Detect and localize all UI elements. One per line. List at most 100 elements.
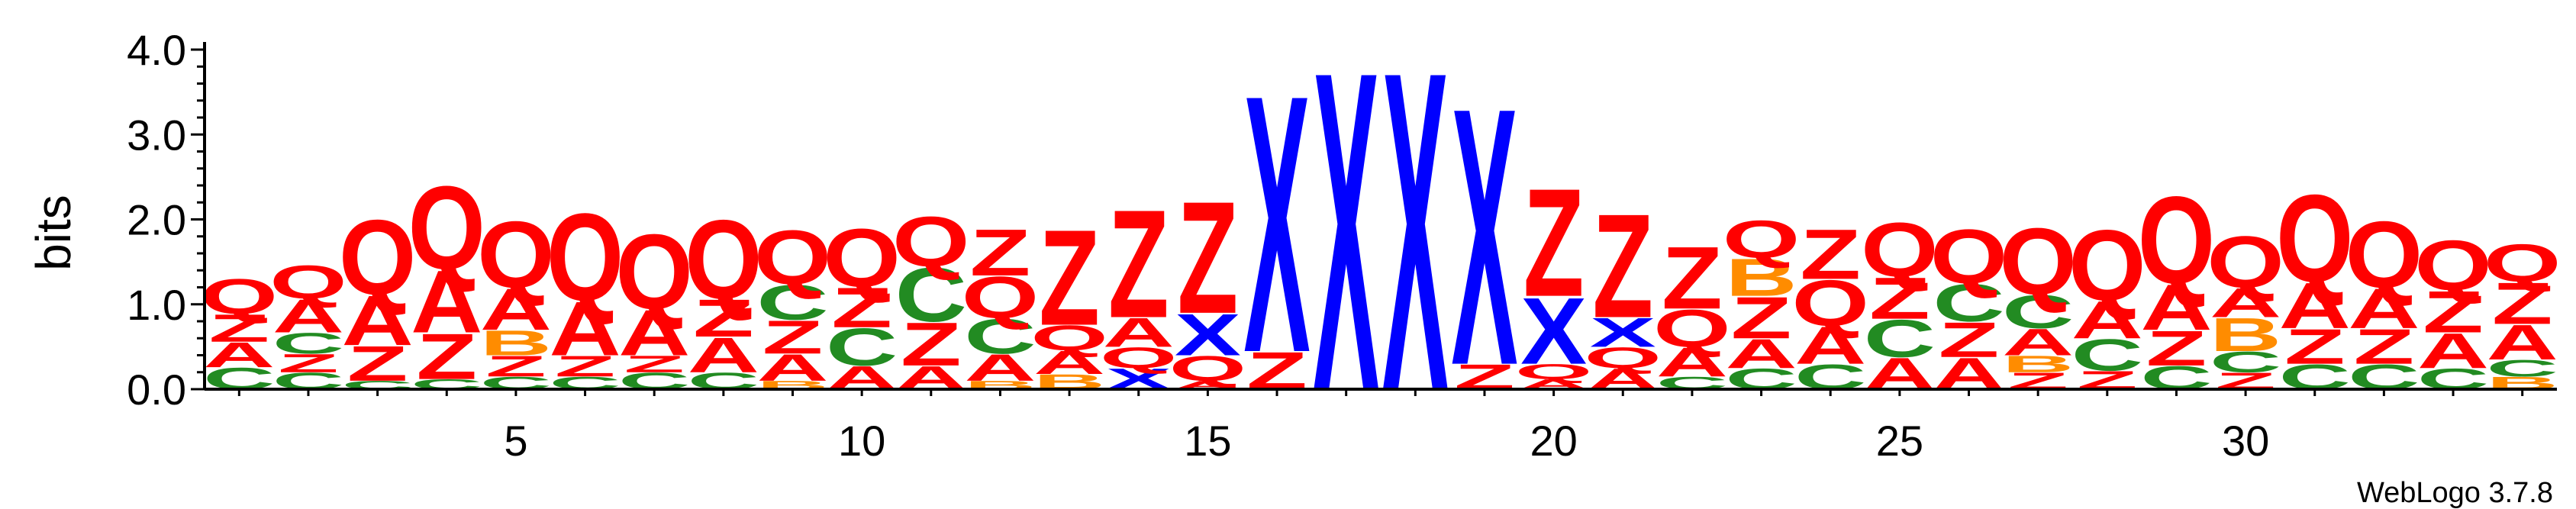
logo-letter-A-pos12: A — [964, 346, 1036, 388]
logo-letter-Z-pos25: Z — [1869, 265, 1930, 331]
logo-letter-X-pos16: X — [1244, 18, 1311, 429]
logo-letter-Z-pos5: Z — [485, 350, 546, 383]
logo-letter-Z-pos4: Z — [416, 321, 477, 393]
logo-letter-Z-pos2: Z — [278, 349, 339, 378]
logo-letter-Z-pos22: Z — [1662, 229, 1723, 328]
logo-letter-Z-pos21: Z — [1592, 184, 1653, 350]
logo-letter-A-pos22: A — [1656, 340, 1728, 385]
logo-letter-X-pos17: X — [1313, 0, 1380, 486]
logo-letter-A-pos32: A — [2348, 277, 2420, 341]
logo-letter-B-pos27: B — [2002, 351, 2074, 378]
logo-letter-Q-pos21: Q — [1585, 341, 1662, 374]
logo-letter-Q-pos34: Q — [2484, 234, 2561, 293]
x-tick-label: 25 — [1876, 417, 1923, 465]
logo-letter-Q-pos8: Q — [685, 196, 762, 322]
logo-letter-C-pos9: C — [756, 275, 828, 330]
logo-letter-Z-pos11: Z — [901, 310, 962, 379]
logo-letter-Q-pos28: Q — [2068, 208, 2146, 321]
logo-letter-Q-pos13: Q — [1030, 317, 1107, 357]
logo-letter-Q-pos32: Q — [2345, 202, 2423, 308]
logo-letter-Z-pos9: Z — [762, 311, 824, 364]
weblogo-credit: WebLogo 3.7.8 — [2357, 477, 2553, 509]
logo-letter-Z-pos7: Z — [624, 351, 685, 378]
logo-letter-A-pos31: A — [2279, 269, 2351, 342]
logo-letter-C-pos2: C — [272, 327, 344, 360]
logo-letter-Q-pos31: Q — [2276, 169, 2353, 308]
logo-letter-Q-pos26: Q — [1930, 213, 2007, 299]
logo-letter-Z-pos26: Z — [1939, 312, 2000, 368]
y-tick-label: 1.0 — [127, 281, 186, 329]
logo-letter-Z-pos6: Z — [555, 350, 616, 383]
logo-letter-A-pos30: A — [2210, 280, 2281, 326]
y-tick-label: 0.0 — [127, 366, 186, 414]
logo-letter-Q-pos29: Q — [2138, 171, 2215, 310]
logo-letter-Q-pos15: Q — [1169, 349, 1246, 388]
logo-letter-A-pos3: A — [342, 281, 414, 360]
logo-letter-A-pos14: A — [1103, 310, 1175, 356]
logo-letter-A-pos5: A — [480, 276, 552, 343]
logo-letter-X-pos19: X — [1451, 31, 1518, 442]
logo-letter-Z-pos24: Z — [1800, 215, 1861, 295]
logo-letter-C-pos11: C — [895, 251, 967, 337]
logo-letter-C-pos26: C — [1933, 273, 2004, 333]
logo-letter-Z-pos20: Z — [1523, 157, 1585, 330]
logo-letter-Q-pos25: Q — [1861, 206, 1938, 292]
logo-letter-C-pos27: C — [2002, 285, 2074, 338]
logo-letter-C-pos34: C — [2487, 355, 2558, 382]
logo-letter-Z-pos33: Z — [2423, 279, 2484, 345]
logo-letter-A-pos23: A — [1725, 331, 1797, 377]
logo-letter-Q-pos6: Q — [546, 188, 624, 327]
logo-letter-Q-pos3: Q — [339, 198, 416, 317]
logo-letter-Q-pos2: Q — [269, 255, 347, 308]
x-tick-label: 30 — [2222, 417, 2269, 465]
logo-letter-A-pos27: A — [2002, 321, 2074, 363]
logo-letter-Z-pos1: Z — [208, 307, 269, 350]
logo-letter-Z-pos23: Z — [1731, 285, 1792, 351]
logo-letter-Q-pos20: Q — [1515, 359, 1592, 383]
y-axis-label: bits — [26, 195, 81, 271]
logo-letter-X-pos18: X — [1382, 0, 1449, 486]
logo-letter-A-pos28: A — [2071, 290, 2143, 350]
logo-letter-Z-pos12: Z — [970, 216, 1031, 290]
logo-letter-B-pos30: B — [2210, 308, 2281, 361]
logo-letter-C-pos28: C — [2071, 330, 2143, 380]
logo-letter-Q-pos33: Q — [2414, 226, 2491, 305]
logo-letter-Z-pos34: Z — [2492, 270, 2553, 337]
y-tick-label: 3.0 — [127, 111, 186, 159]
logo-letter-X-pos20: X — [1520, 279, 1587, 385]
chart-axes: 0.0 1.0 2.0 3.0 4.0 5 10 15 20 25 30 — [127, 26, 2557, 465]
logo-letter-Q-pos5: Q — [477, 202, 554, 308]
logo-letter-A-pos9: A — [756, 346, 828, 388]
x-tick-label: 10 — [838, 417, 885, 465]
logo-letter-Q-pos4: Q — [408, 162, 485, 294]
logo-letter-Q-pos14: Q — [1100, 341, 1177, 374]
logo-letter-A-pos2: A — [272, 289, 344, 343]
logo-letter-Q-pos1: Q — [201, 269, 278, 324]
logo-letter-Q-pos12: Q — [962, 264, 1039, 330]
y-tick-label: 2.0 — [127, 196, 186, 244]
logo-letter-Z-pos32: Z — [2354, 319, 2415, 375]
logo-letter-Q-pos10: Q — [823, 212, 900, 304]
logo-letter-X-pos15: X — [1175, 301, 1241, 368]
logo-letter-Q-pos7: Q — [615, 212, 692, 331]
logo-letter-Q-pos24: Q — [1791, 267, 1868, 340]
logo-letter-A-pos4: A — [411, 253, 482, 352]
logo-letter-Q-pos9: Q — [754, 214, 831, 300]
x-tick-label: 5 — [504, 417, 527, 465]
logo-letter-X-pos21: X — [1590, 310, 1656, 356]
logo-letter-Q-pos23: Q — [1723, 210, 1800, 269]
logo-letter-Q-pos11: Q — [892, 202, 969, 282]
logo-letter-Z-pos15: Z — [1178, 169, 1239, 347]
logo-letter-Z-pos3: Z — [347, 336, 408, 391]
x-tick-label: 15 — [1184, 417, 1231, 465]
logo-letter-C-pos12: C — [964, 308, 1036, 364]
logo-letter-stacks: CAZQCZCAQCZAQCZAQCZBAQCZAQCZAQCAZQBAZCQA… — [201, 0, 2561, 486]
logo-letter-B-pos23: B — [1725, 248, 1797, 308]
logo-letter-A-pos7: A — [618, 297, 690, 369]
logo-letter-B-pos5: B — [480, 323, 552, 362]
logo-letter-Q-pos27: Q — [1999, 209, 2076, 315]
logo-letter-A-pos8: A — [688, 327, 759, 383]
logo-letter-A-pos24: A — [1794, 316, 1866, 375]
logo-letter-Z-pos31: Z — [2284, 319, 2345, 375]
logo-letter-Q-pos22: Q — [1653, 299, 1730, 359]
